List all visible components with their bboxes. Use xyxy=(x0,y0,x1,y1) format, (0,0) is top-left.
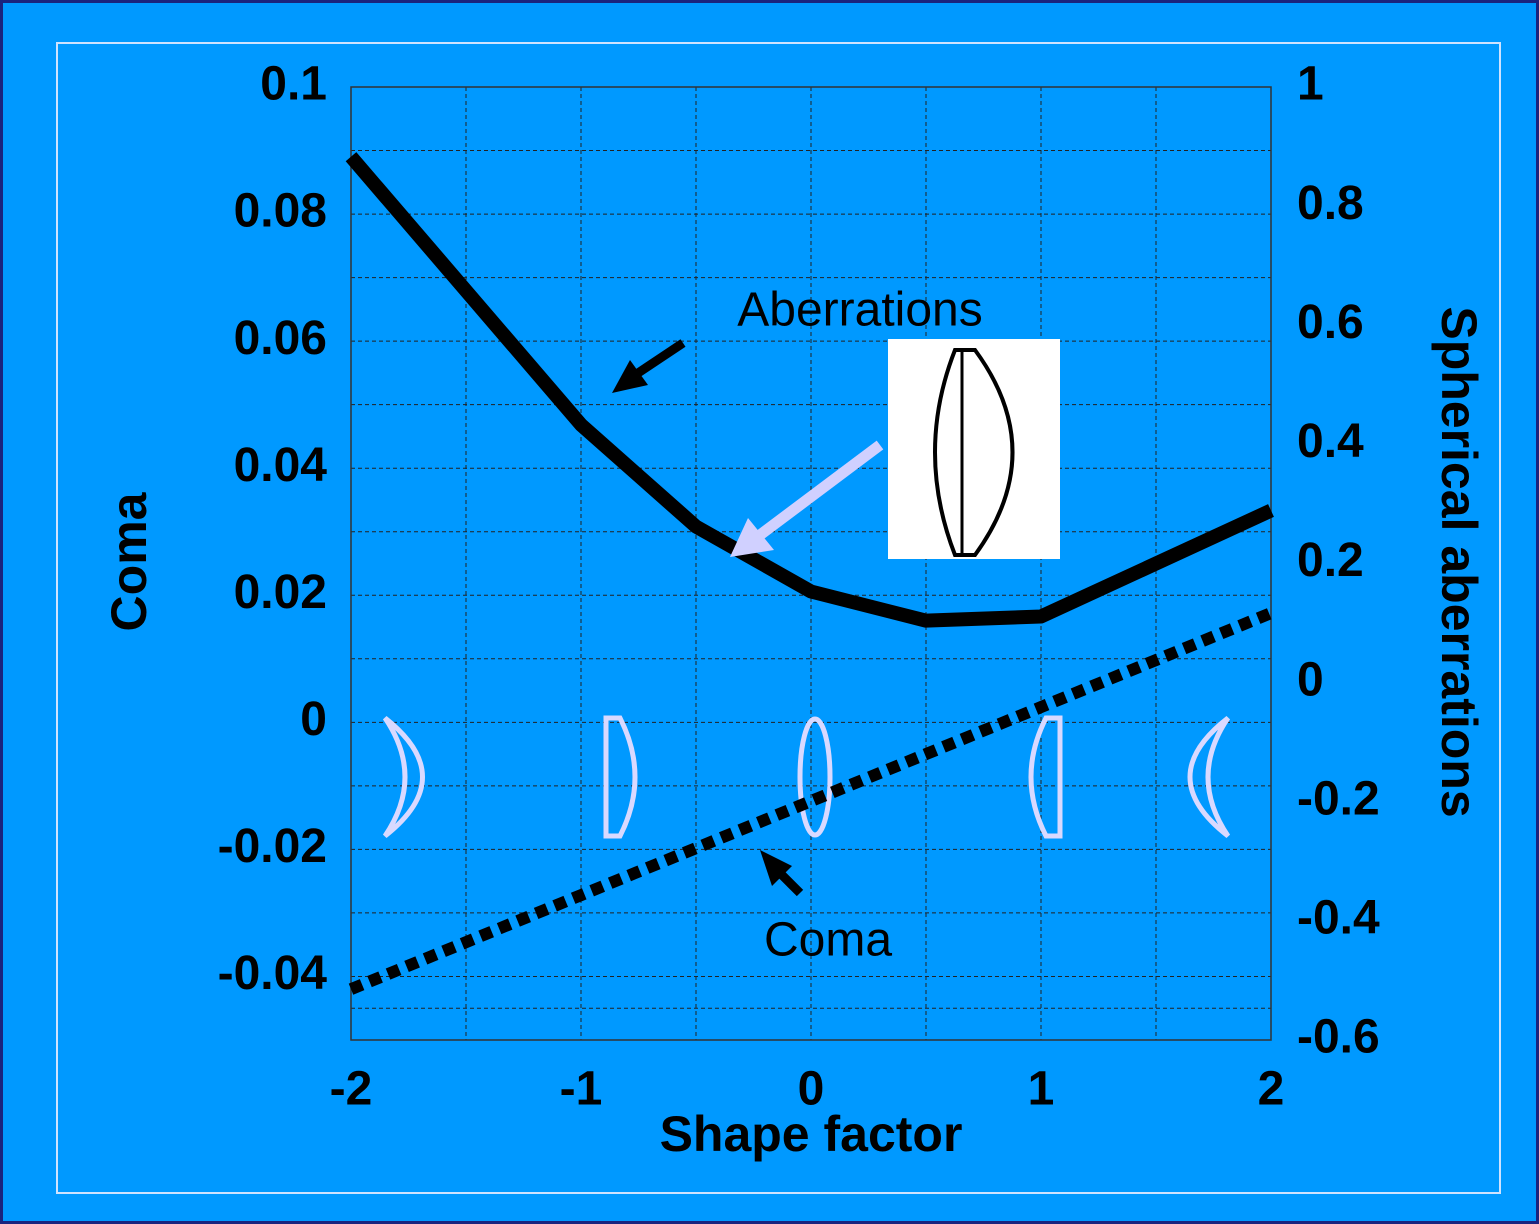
y2-tick-label: 0.2 xyxy=(1297,534,1364,587)
y2-tick-label: -0.2 xyxy=(1297,772,1380,825)
y2-axis-title: Spherical aberrations xyxy=(1431,306,1487,817)
x-tick-label: 2 xyxy=(1258,1063,1285,1116)
x-tick-label: 0 xyxy=(798,1063,825,1116)
y2-tick-label: 1 xyxy=(1297,58,1324,111)
y-tick-label: -0.02 xyxy=(218,820,327,873)
y-axis-title: Coma xyxy=(101,491,157,631)
x-tick-label: -1 xyxy=(560,1063,603,1116)
x-tick-label: -2 xyxy=(330,1063,373,1116)
y2-tick-label: 0.8 xyxy=(1297,177,1364,230)
y-tick-label: -0.04 xyxy=(218,947,328,1000)
y2-tick-label: 0 xyxy=(1297,653,1324,706)
y2-tick-label: 0.4 xyxy=(1297,415,1364,468)
y-tick-label: 0.1 xyxy=(260,58,327,111)
y2-tick-label: -0.4 xyxy=(1297,892,1380,945)
y-tick-label: 0 xyxy=(300,693,327,746)
y-tick-label: 0.08 xyxy=(234,185,327,238)
x-tick-label: 1 xyxy=(1028,1063,1055,1116)
inset-lens xyxy=(888,339,1060,559)
annotation: Coma xyxy=(764,914,892,967)
chart: Aberrations Coma Shape factor Coma Spher… xyxy=(0,0,1539,1224)
y2-tick-label: 0.6 xyxy=(1297,296,1364,349)
y-tick-label: 0.02 xyxy=(234,566,327,619)
y-tick-label: 0.06 xyxy=(234,312,327,365)
annotation: Aberrations xyxy=(737,284,982,337)
inset-box xyxy=(888,339,1060,559)
y2-tick-label: -0.6 xyxy=(1297,1011,1380,1064)
y-tick-label: 0.04 xyxy=(234,439,328,492)
